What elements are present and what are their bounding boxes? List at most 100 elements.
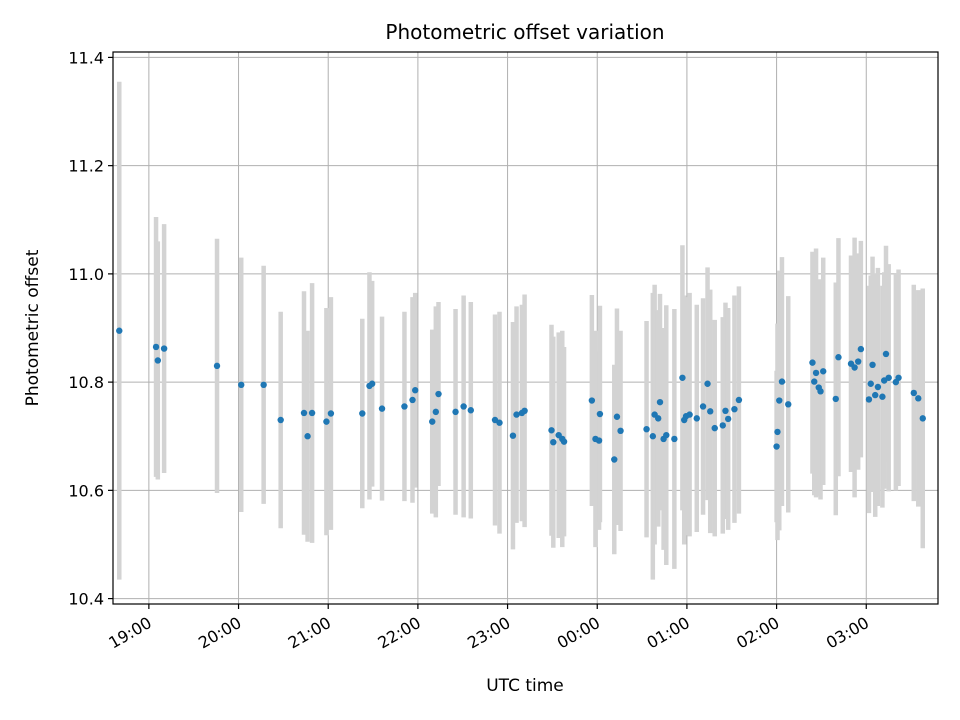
x-tick-label: 20:00 (195, 613, 244, 653)
data-point (679, 374, 686, 381)
data-point (116, 327, 123, 334)
errorbar-layer (117, 81, 926, 580)
data-point (611, 456, 618, 463)
data-point (513, 411, 520, 418)
data-point (774, 428, 781, 436)
data-point (915, 395, 922, 402)
data-point (722, 407, 729, 414)
data-point (595, 437, 603, 444)
data-point (521, 407, 528, 414)
data-point (452, 408, 459, 416)
data-point (359, 410, 366, 417)
data-point (496, 419, 503, 426)
data-point (560, 438, 568, 445)
data-point (874, 383, 882, 391)
data-point (785, 401, 792, 408)
data-point (238, 381, 245, 389)
data-point (467, 407, 474, 414)
x-tick-label: 22:00 (374, 613, 423, 653)
data-point (811, 378, 818, 385)
data-point (735, 396, 743, 404)
data-point (617, 427, 624, 435)
data-point (154, 357, 162, 364)
data-point (879, 393, 886, 400)
data-point (699, 403, 707, 410)
data-point (832, 395, 839, 403)
y-tick-label: 10.4 (68, 590, 104, 609)
data-point (663, 431, 670, 439)
data-point (409, 396, 416, 404)
data-point (704, 380, 711, 387)
x-tick-label: 19:00 (105, 613, 154, 653)
data-point (277, 416, 284, 424)
data-point (693, 415, 700, 422)
data-point (817, 388, 824, 395)
data-point (304, 433, 311, 440)
y-tick-label: 11.0 (68, 265, 104, 284)
data-point (649, 433, 657, 440)
data-point (671, 435, 678, 443)
data-point (919, 415, 926, 422)
data-point (550, 438, 557, 446)
data-point (378, 405, 386, 412)
x-tick-label: 21:00 (285, 613, 334, 653)
data-point (460, 403, 467, 410)
data-point (724, 415, 732, 423)
grid-layer (113, 52, 938, 604)
data-point (548, 427, 555, 434)
data-point (327, 410, 335, 417)
data-point (910, 389, 917, 397)
data-point (857, 345, 865, 353)
data-point (851, 364, 858, 371)
plot-frame (112, 51, 939, 605)
data-point (773, 443, 780, 450)
x-tick-label: 23:00 (464, 613, 513, 653)
data-point (865, 396, 873, 403)
y-tick-label: 10.8 (68, 373, 104, 392)
data-point (655, 415, 662, 422)
data-point (656, 398, 664, 406)
data-point (432, 408, 440, 416)
data-point (308, 409, 316, 417)
y-tick-label: 10.6 (68, 481, 104, 500)
data-point (412, 387, 419, 394)
x-tick-label: 01:00 (643, 613, 692, 653)
data-point (711, 424, 718, 432)
chart-title: Photometric offset variation (385, 20, 664, 44)
data-point (820, 368, 827, 375)
data-point (509, 432, 517, 439)
x-axis-label: UTC time (486, 676, 564, 696)
x-tick-label: 03:00 (823, 613, 872, 653)
data-point (854, 358, 862, 365)
data-point (368, 380, 376, 387)
data-point (323, 418, 330, 425)
data-point (429, 418, 436, 425)
data-point (776, 397, 783, 404)
data-point (895, 374, 902, 381)
data-point (869, 361, 876, 368)
data-point (812, 369, 820, 377)
data-point (213, 362, 221, 370)
y-tick-label: 11.2 (68, 157, 104, 176)
data-point (686, 411, 693, 418)
data-point (707, 408, 714, 415)
x-tick-label: 00:00 (554, 613, 603, 653)
data-point (588, 397, 596, 404)
data-point (260, 381, 267, 389)
data-point (643, 426, 650, 433)
x-tick-label: 02:00 (733, 613, 782, 653)
data-point (596, 410, 604, 418)
data-point (882, 350, 890, 358)
data-point (835, 354, 842, 361)
data-point (872, 391, 879, 399)
data-point (809, 359, 816, 366)
data-point (867, 380, 874, 387)
data-point (160, 345, 168, 352)
y-axis-label: Photometric offset (23, 249, 43, 406)
data-point (300, 409, 308, 417)
data-point (731, 405, 738, 413)
point-layer (116, 327, 926, 463)
data-point (885, 374, 892, 381)
data-point (719, 422, 726, 429)
